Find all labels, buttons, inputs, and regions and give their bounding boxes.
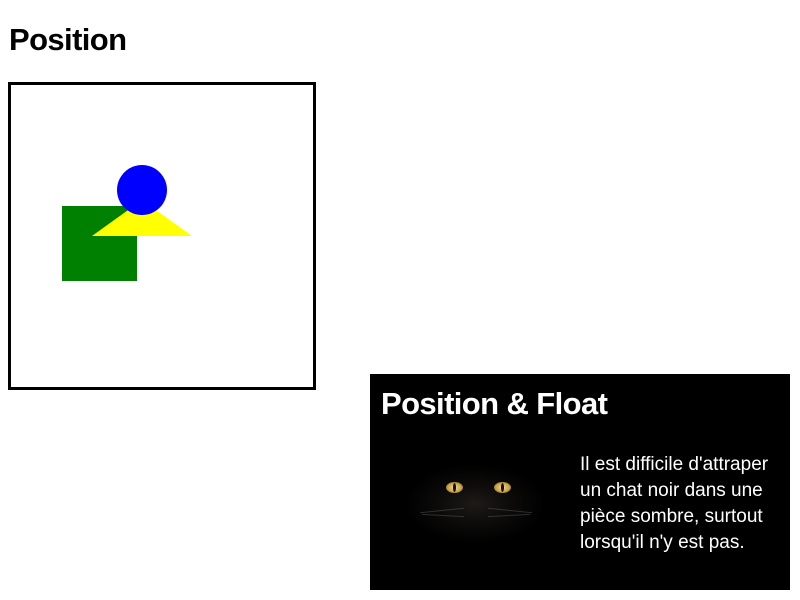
position-heading: Position: [9, 22, 127, 57]
whisker-line: [488, 507, 532, 514]
whisker-line: [488, 513, 530, 518]
cat-quote-paragraph: Il est difficile d'attraper un chat noir…: [580, 454, 769, 553]
whisker-line: [422, 513, 464, 518]
whisker-line: [420, 507, 464, 514]
blue-circle: [117, 165, 167, 215]
cat-right-eye-icon: [494, 482, 511, 493]
shapes-container: [8, 82, 316, 390]
position-float-panel: Position & Float Il est difficile d'attr…: [370, 374, 790, 590]
cat-left-eye-icon: [446, 482, 463, 493]
black-cat-image: [380, 452, 570, 552]
position-float-heading: Position & Float: [381, 386, 608, 421]
